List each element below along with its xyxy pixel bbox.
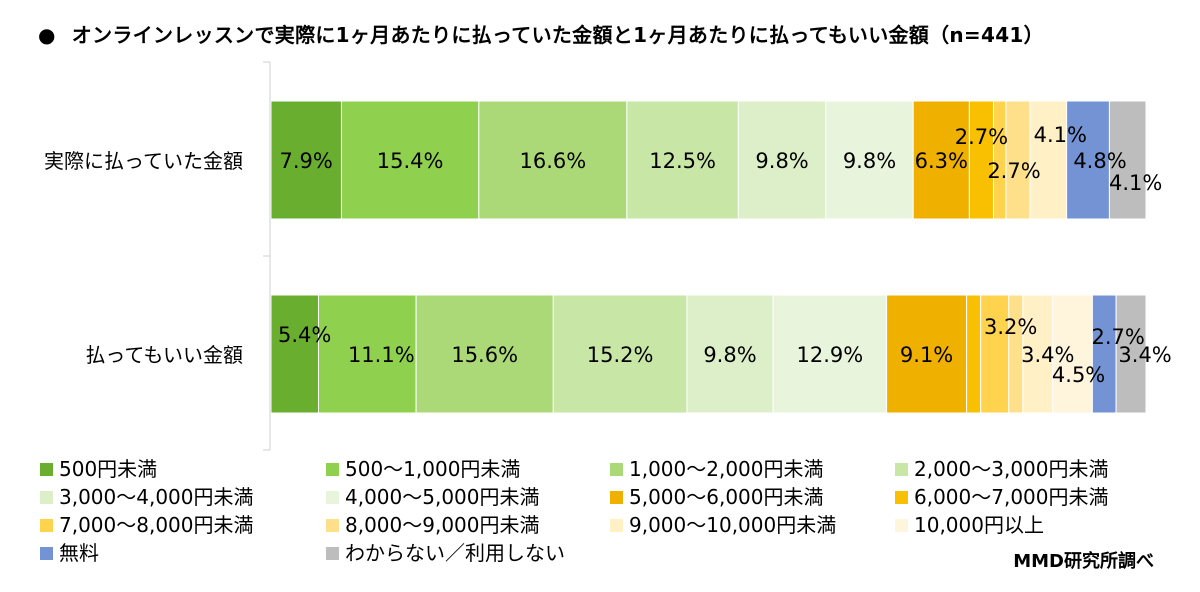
data-label: 15.2%: [587, 343, 654, 367]
legend-label: 7,000〜8,000円未満: [59, 513, 254, 537]
bar-segment: [966, 294, 982, 414]
title-bullet: ●: [38, 23, 56, 47]
data-label: 5.4%: [278, 323, 331, 347]
data-label: 2.7%: [955, 125, 1008, 149]
bar-segment: [1029, 100, 1068, 220]
data-label: 15.6%: [451, 343, 518, 367]
data-label: 4.1%: [1034, 123, 1087, 147]
legend-label: 1,000〜2,000円未満: [629, 457, 824, 481]
legend-label: 10,000円以上: [914, 513, 1044, 537]
legend-swatch: [326, 463, 339, 476]
bar-segment: [737, 100, 827, 220]
legend-swatch: [326, 519, 339, 532]
bar-segment: [1066, 100, 1110, 220]
data-label: 2.7%: [987, 159, 1040, 183]
bar-segment: [1091, 294, 1117, 414]
chart-title: ● オンラインレッスンで実際に1ヶ月あたりに払っていた金額と1ヶ月あたりに払っても…: [38, 19, 1044, 48]
legend-swatch: [40, 491, 53, 504]
bar-segment: [825, 100, 914, 220]
data-label: 3.2%: [984, 315, 1037, 339]
bar-segment: [912, 100, 970, 220]
data-label: 4.8%: [1073, 149, 1126, 173]
legend-label: 500〜1,000円未満: [345, 457, 520, 481]
legend-label: 8,000〜9,000円未満: [345, 513, 540, 537]
legend-swatch: [895, 519, 908, 532]
bar-segment: [1115, 294, 1147, 414]
bar-segment: [478, 100, 628, 220]
bar-segment: [1108, 100, 1147, 220]
bar-segment: [626, 100, 739, 220]
bar-segment: [1005, 100, 1031, 220]
legend-swatch: [326, 491, 339, 504]
data-label: 9.8%: [843, 149, 896, 173]
bar-segment: [552, 294, 688, 414]
legend-swatch: [610, 463, 623, 476]
data-label: 3.4%: [1118, 343, 1171, 367]
data-label: 4.5%: [1052, 363, 1105, 387]
legend-swatch: [895, 491, 908, 504]
legend-label: 6,000〜7,000円未満: [914, 485, 1109, 509]
data-label: 2.7%: [1092, 325, 1145, 349]
data-label: 6.3%: [915, 149, 968, 173]
bar-segment: [415, 294, 554, 414]
data-label: 9.8%: [703, 343, 756, 367]
legend-label: 5,000〜6,000円未満: [629, 485, 824, 509]
category-label: 実際に払っていた金額: [44, 149, 243, 173]
bar-segment: [270, 294, 319, 414]
bar-segment: [270, 100, 342, 220]
legend-swatch: [326, 547, 339, 560]
legend-label: 無料: [59, 541, 99, 565]
bar-segment: [340, 100, 480, 220]
bar-segment: [772, 294, 888, 414]
legend-label: 4,000〜5,000円未満: [345, 485, 540, 509]
data-label: 16.6%: [520, 149, 587, 173]
bar-segment: [886, 294, 968, 414]
legend-swatch: [610, 519, 623, 532]
chart-title-text: オンラインレッスンで実際に1ヶ月あたりに払っていた金額と1ヶ月あたりに払ってもい…: [71, 23, 1044, 47]
bar-segment: [968, 100, 994, 220]
legend-swatch: [40, 547, 53, 560]
data-label: 4.1%: [1109, 171, 1162, 195]
category-label: 払ってもいい金額: [85, 343, 243, 367]
data-label: 12.9%: [797, 343, 864, 367]
legend-swatch: [40, 519, 53, 532]
data-label: 11.1%: [348, 343, 415, 367]
data-label: 9.1%: [900, 343, 953, 367]
legend-label: 9,000〜10,000円未満: [629, 513, 836, 537]
legend-swatch: [40, 463, 53, 476]
bar-segment: [1022, 294, 1054, 414]
legend-label: 500円未満: [59, 457, 157, 481]
data-label: 12.5%: [649, 149, 716, 173]
legend-label: 3,000〜4,000円未満: [59, 485, 254, 509]
bar-segment: [980, 294, 1010, 414]
bar-segment: [686, 294, 774, 414]
source-note: MMD研究所調べ: [1013, 551, 1154, 572]
data-label: 3.4%: [1021, 343, 1074, 367]
bar-segment: [317, 294, 417, 414]
data-label: 9.8%: [755, 149, 808, 173]
legend-label: わからない／利用しない: [345, 541, 565, 565]
legend-swatch: [610, 491, 623, 504]
legend-swatch: [895, 463, 908, 476]
data-label: 7.9%: [280, 149, 333, 173]
legend-label: 2,000〜3,000円未満: [914, 457, 1109, 481]
data-label: 15.4%: [377, 149, 444, 173]
